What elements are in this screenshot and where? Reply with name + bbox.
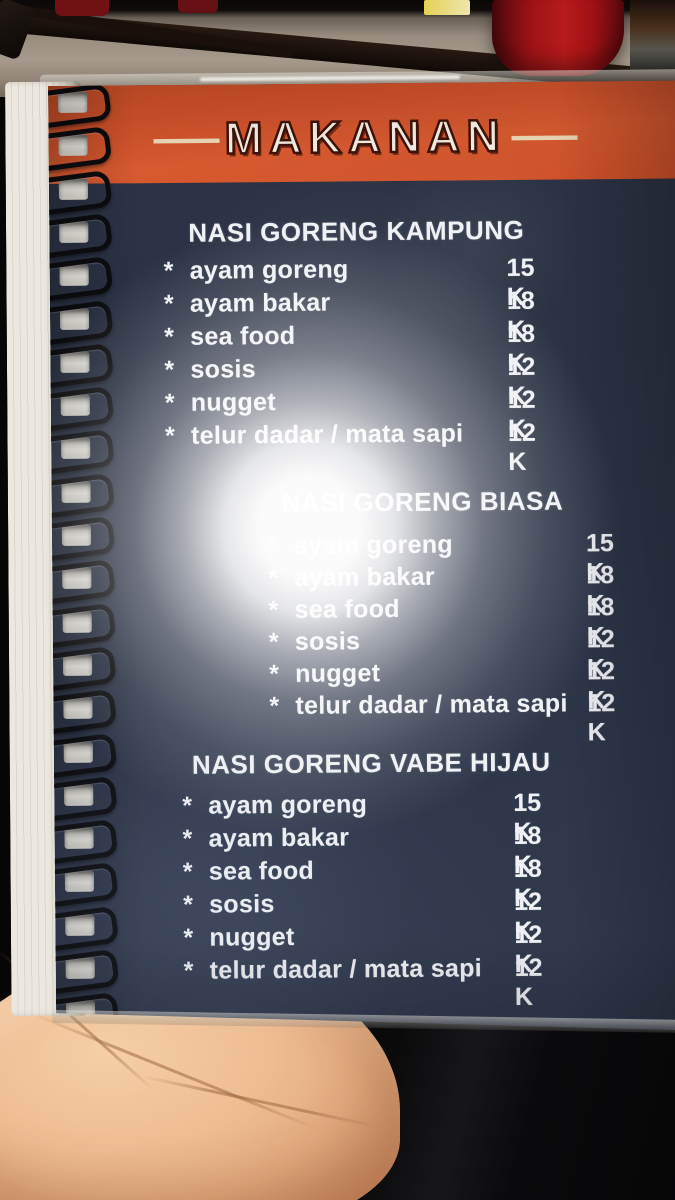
section-rows: * ayam goreng 15 K * ayam bakar 18 K * sea food…: [163, 254, 526, 455]
section-title: NASI GORENG VABE HIJAU: [191, 746, 551, 780]
yellow-item: [424, 0, 470, 15]
item-name: nugget: [295, 659, 381, 688]
item-name: ayam bakar: [189, 288, 331, 318]
item-bullet: *: [164, 355, 175, 384]
item-bullet: *: [163, 289, 174, 318]
item-bullet: *: [182, 824, 193, 853]
item-bullet: *: [182, 857, 193, 886]
item-name: nugget: [209, 922, 295, 952]
menu-section: NASI GORENG BIASA * ayam goreng 15 K * ayam …: [267, 483, 567, 724]
item-name: sosis: [190, 355, 257, 384]
item-name: ayam bakar: [208, 823, 350, 853]
section-title: NASI GORENG KAMPUNG: [188, 214, 525, 248]
red-object: [178, 0, 218, 13]
section-rows: * ayam goreng 15 K * ayam bakar 18 K * sea food…: [182, 789, 552, 990]
item-name: nugget: [190, 388, 277, 417]
menu-item-row: * sea food 18 K: [164, 320, 525, 356]
item-bullet: *: [182, 791, 193, 820]
section-rows: * ayam goreng 15 K * ayam bakar 18 K * sea food…: [268, 529, 568, 724]
item-name: telur dadar / mata sapi: [295, 689, 568, 720]
item-bullet: *: [268, 628, 279, 657]
item-name: sea food: [294, 594, 400, 624]
item-bullet: *: [267, 532, 278, 561]
item-name: telur dadar / mata sapi: [209, 954, 483, 985]
item-bullet: *: [269, 660, 279, 689]
section-title: NASI GORENG BIASA: [281, 485, 564, 518]
menu-item-row: * ayam bakar 18 K: [182, 822, 551, 858]
wood-shelf: [630, 0, 675, 70]
menu-item-row: * ayam bakar 18 K: [268, 561, 567, 596]
menu-item-row: * sosis 12 K: [269, 625, 568, 660]
menu-item-row: * telur dadar / mata sapi 12 K: [269, 689, 568, 724]
item-name: telur dadar / mata sapi: [190, 419, 464, 450]
item-bullet: *: [269, 692, 280, 721]
skin-crease: [30, 1012, 320, 1131]
menu-item-row: * sea food 18 K: [183, 855, 552, 891]
red-object: [55, 0, 109, 16]
item-name: sosis: [209, 890, 275, 919]
item-bullet: *: [183, 890, 194, 919]
item-name: sea food: [190, 321, 296, 351]
item-price: 12 K: [514, 953, 543, 1011]
item-bullet: *: [268, 596, 279, 625]
menu-item-row: * telur dadar / mata sapi 12 K: [184, 954, 553, 990]
item-price: 12 K: [507, 418, 536, 476]
menu-item-row: * sea food 18 K: [268, 593, 567, 628]
menu-section: NASI GORENG KAMPUNG * ayam goreng 15 K * aya…: [163, 213, 526, 455]
menu-banner: — MAKANAN —: [48, 80, 675, 184]
banner-label: MAKANAN: [224, 110, 507, 164]
menu-item-row: * ayam goreng 15 K: [268, 529, 567, 564]
menu-item-row: * nugget 12 K: [269, 657, 568, 692]
menu-item-row: * sosis 12 K: [164, 353, 525, 389]
red-cup: [492, 0, 624, 76]
item-bullet: *: [164, 322, 175, 351]
menu-item-row: * sosis 12 K: [183, 888, 552, 924]
item-bullet: *: [268, 564, 279, 593]
menu-item-row: * nugget 12 K: [183, 921, 552, 957]
menu-item-row: * nugget 12 K: [165, 386, 526, 422]
item-bullet: *: [183, 923, 194, 952]
item-name: ayam bakar: [294, 562, 436, 592]
item-bullet: *: [163, 256, 174, 285]
notebook-page: — MAKANAN — NASI GORENG KAMPUNG * ayam go…: [48, 80, 675, 1035]
item-name: ayam goreng: [189, 255, 349, 285]
item-name: ayam goreng: [208, 790, 368, 820]
banner-dash: —: [510, 110, 578, 160]
item-bullet: *: [183, 956, 194, 985]
item-name: sea food: [208, 856, 315, 886]
banner-dash: —: [153, 113, 220, 164]
menu-item-row: * ayam bakar 18 K: [164, 287, 525, 323]
item-name: ayam goreng: [293, 530, 454, 560]
item-bullet: *: [164, 388, 175, 417]
item-bullet: *: [164, 421, 175, 450]
menu-item-row: * ayam goreng 15 K: [182, 789, 551, 825]
item-price: 12 K: [587, 689, 616, 747]
menu-item-row: * telur dadar / mata sapi 12 K: [165, 419, 526, 455]
menu-item-row: * ayam goreng 15 K: [163, 254, 524, 290]
menu-section: NASI GORENG VABE HIJAU * ayam goreng 15 K *…: [182, 745, 553, 990]
item-name: sosis: [294, 627, 361, 656]
skin-crease: [142, 1075, 378, 1128]
